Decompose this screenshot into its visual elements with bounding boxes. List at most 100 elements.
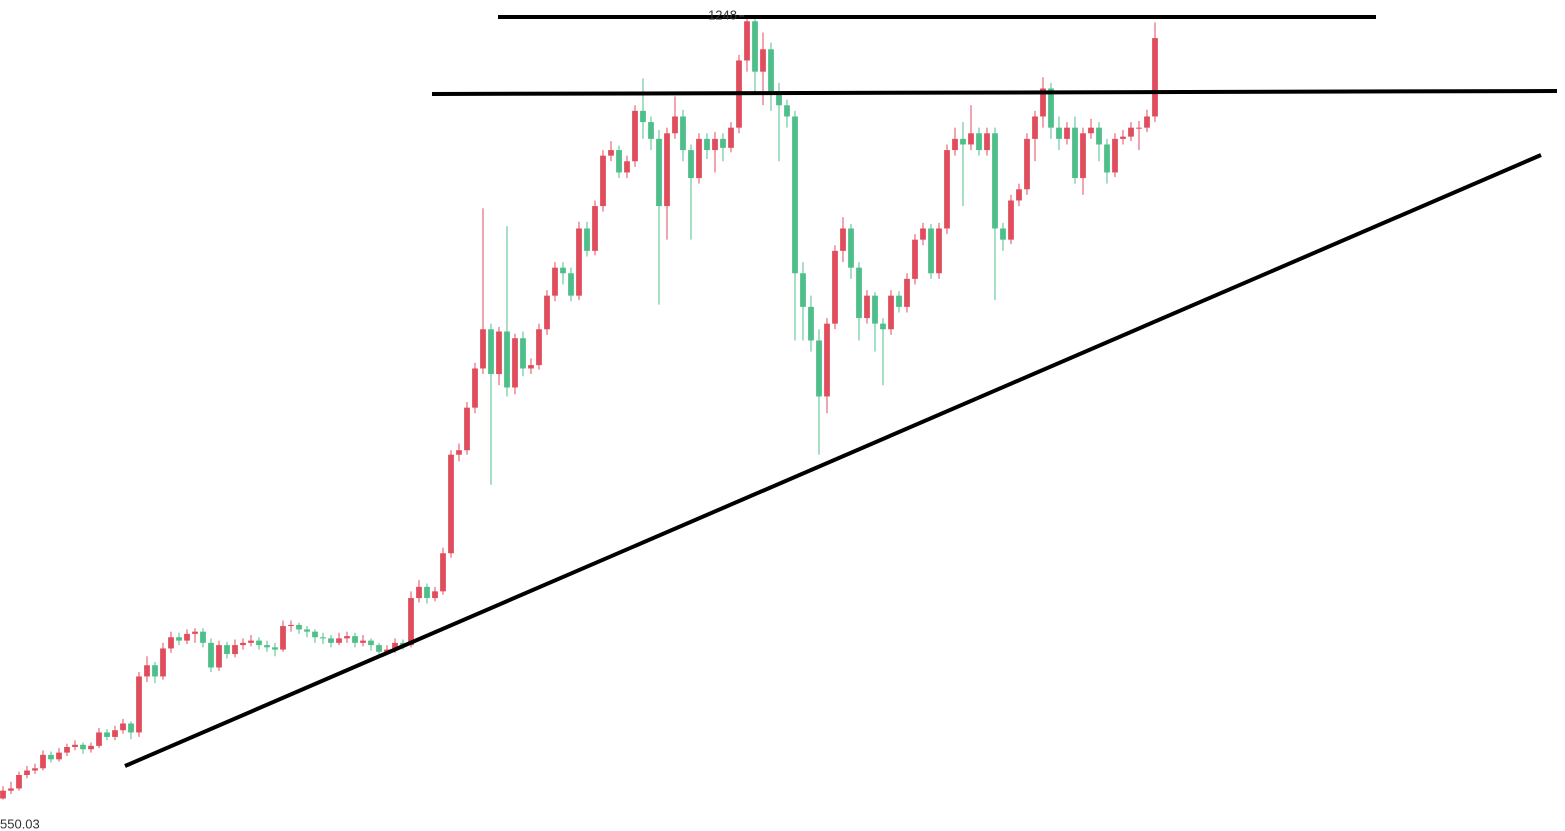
candle-body [512, 338, 518, 388]
candle-body [648, 122, 654, 139]
candle-body [304, 629, 310, 632]
candle-body [872, 295, 878, 324]
candle-body [992, 133, 998, 229]
candle-body [544, 295, 550, 330]
candle-body [1136, 127, 1142, 129]
trend-line [124, 153, 1542, 768]
candle-body [48, 754, 54, 760]
candle-body [152, 665, 158, 677]
candle-body [1120, 136, 1126, 139]
candle-body [1128, 127, 1134, 137]
candle-body [64, 747, 70, 753]
candle-body [96, 732, 102, 746]
candle-body [760, 49, 766, 72]
candle-body [424, 586, 430, 599]
candle-body [296, 624, 302, 630]
candle-body [536, 329, 542, 366]
candle-body [448, 454, 454, 554]
candle-body [904, 278, 910, 307]
candle-body [976, 133, 982, 151]
candle-body [208, 642, 214, 668]
candle-body [488, 329, 494, 375]
candle-body [80, 744, 86, 750]
candle-body [712, 138, 718, 151]
candle-body [608, 150, 614, 156]
candle-body [864, 295, 870, 319]
candle-body [728, 127, 734, 148]
candle-body [768, 49, 774, 95]
candle-body [40, 754, 46, 769]
candle-body [408, 598, 414, 646]
candle-body [584, 228, 590, 251]
candle-body [528, 365, 534, 369]
candle-body [216, 645, 222, 668]
candle-body [320, 637, 326, 639]
candle-body [136, 676, 142, 733]
candle-body [416, 586, 422, 599]
candle-body [680, 116, 686, 151]
candle-body [912, 239, 918, 279]
candle-body [920, 228, 926, 240]
candle-body [816, 340, 822, 397]
candle-body [840, 228, 846, 251]
candle-body [672, 116, 678, 134]
candle-body [688, 150, 694, 179]
candle-body [968, 133, 974, 145]
candle-body [832, 250, 838, 324]
candle-body [144, 665, 150, 677]
candle-body [72, 744, 78, 748]
candle-body [936, 228, 942, 274]
candle-body [960, 138, 966, 145]
candle-body [928, 228, 934, 274]
candle-body [224, 645, 230, 655]
candle-body [856, 267, 862, 319]
candle-body [888, 295, 894, 330]
candle-body [288, 624, 294, 627]
candle-body [720, 138, 726, 148]
candle-body [240, 642, 246, 646]
candle-body [1008, 200, 1014, 240]
candle-body [88, 745, 94, 750]
candle-body [1080, 133, 1086, 179]
candle-body [192, 631, 198, 634]
candle-body [0, 790, 6, 799]
candle-body [896, 295, 902, 307]
candle-body [256, 640, 262, 646]
candle-body [248, 640, 254, 643]
candle-body [16, 775, 22, 789]
candle-body [120, 723, 126, 731]
candle-body [1048, 88, 1054, 128]
candle-body [944, 150, 950, 229]
candle-body [1152, 38, 1158, 117]
candle-body [800, 273, 806, 307]
candle-body [1016, 189, 1022, 201]
candle-body [184, 633, 190, 641]
resistance-line [431, 89, 1558, 96]
candle-body [264, 645, 270, 648]
candle-body [880, 323, 886, 330]
candle-body [496, 331, 502, 375]
candle-body [600, 155, 606, 207]
candle-body [1144, 116, 1150, 128]
candle-body [24, 770, 30, 776]
candle-body [1072, 127, 1078, 179]
candle-body [160, 648, 166, 677]
candle-body [176, 637, 182, 641]
candle-body [200, 631, 206, 643]
candle-body [952, 138, 958, 151]
candle-body [576, 228, 582, 296]
candle-body [776, 94, 782, 106]
candle-body [352, 636, 358, 643]
candle-body [312, 631, 318, 638]
low-label: 550.03 [0, 816, 40, 831]
candle-body [696, 138, 702, 179]
candle-body [568, 273, 574, 296]
candle-body [384, 649, 390, 652]
candles [0, 17, 1158, 800]
candle-body [808, 306, 814, 341]
candle-body [280, 626, 286, 650]
candle-body [984, 133, 990, 151]
candle-body [504, 331, 510, 388]
